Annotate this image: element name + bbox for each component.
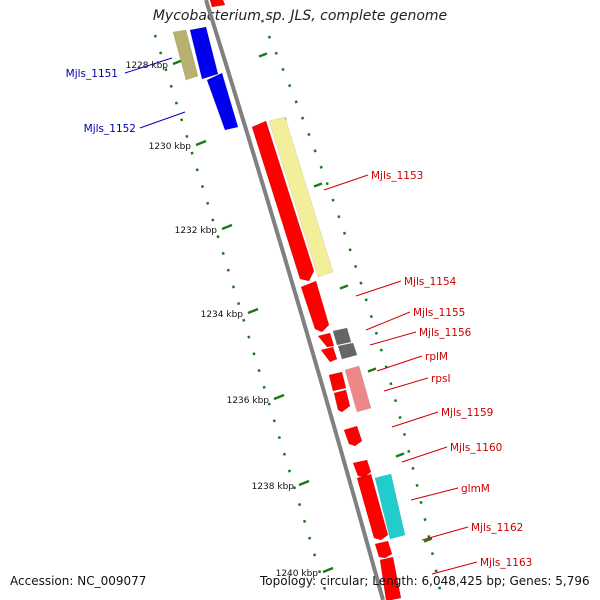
gene-rplm-b [333,389,351,413]
scale-tick-mark [313,182,323,188]
leader-line [323,174,369,191]
leader-line [401,446,448,463]
scale-tick-mark [258,52,268,58]
scale-tick-mark [395,452,405,458]
gene-mjls-1156b [337,342,358,360]
gene-mjls-1155 [317,332,335,348]
scale-tick-1240 [322,566,334,574]
gene-mjls-1162 [374,540,393,559]
gene-mjls-1159 [343,425,363,447]
gene-mjls-1154 [300,280,330,333]
backbone-arc [204,0,385,600]
gene-mjls-1152 [189,26,219,80]
gene-mjls-1156 [332,327,352,346]
gene-label-right: Mjls_1156 [419,327,472,339]
gene-label-right: Mjls_1162 [471,522,523,534]
leader-line [355,280,402,297]
leader-line [421,526,469,541]
scale-tick-mark [367,367,377,373]
leader-line [376,355,423,372]
scale-dotted-arc-left [153,34,330,600]
gene-label-left: Mjls_1152 [84,123,136,135]
leader-line [139,111,186,129]
leader-line [410,487,459,501]
gene-mjls-1155b [320,346,338,363]
scale-tick-1230 [195,139,207,147]
gene-mjls-1151 [172,29,199,81]
scale-label: 1230 kbp [149,142,192,152]
gene-glmm [356,473,389,541]
scale-tick-1232 [221,223,233,231]
gene-rpsi [344,365,372,413]
gene-mjls-1152b [206,72,239,131]
scale-label: 1240 kbp [276,569,319,579]
scale-label: 1232 kbp [175,226,218,236]
leader-line [124,57,173,74]
map-title: Mycobacterium sp. JLS, complete genome [152,8,448,24]
gene-label-right: glmM [461,483,490,495]
gene-label-left: Mjls_1151 [66,68,118,80]
gene-mjls-1153 [251,120,315,282]
gene-glmm-partner [374,473,406,540]
scale-label: 1234 kbp [201,310,244,320]
leader-line [391,411,439,428]
gene-label-right: Mjls_1155 [413,307,465,319]
gene-label-right: Mjls_1159 [441,407,493,419]
gene-rplm [328,371,347,392]
accession-label: Accession: NC_009077 [10,574,147,588]
gene-label-right: Mjls_1154 [404,276,457,288]
scale-label: 1238 kbp [252,482,295,492]
scale-tick-1234 [247,307,259,315]
gene-top-red [209,0,226,8]
leader-line [369,331,417,346]
gene-mjls-1153-partner [268,116,334,278]
leader-line [431,561,478,575]
scale-tick-mark [339,284,349,290]
scale-tick-1236 [273,393,285,401]
topology-label: Topology: circular; Length: 6,048,425 bp… [260,574,590,588]
gene-mjls-1163 [379,556,402,600]
leader-line [383,377,429,392]
gene-label-right: Mjls_1163 [480,557,532,569]
leader-line [365,311,411,331]
gene-label-right: rpsI [431,373,451,385]
scale-dotted-arc-right [260,19,442,591]
scale-tick-1238 [298,479,310,487]
scale-tick-mark [423,537,433,543]
gene-label-right: rplM [425,351,448,363]
scale-label: 1236 kbp [227,396,270,406]
gene-mjls-1160 [352,459,372,478]
gene-label-right: Mjls_1160 [450,442,502,454]
gene-label-right: Mjls_1153 [371,170,423,182]
